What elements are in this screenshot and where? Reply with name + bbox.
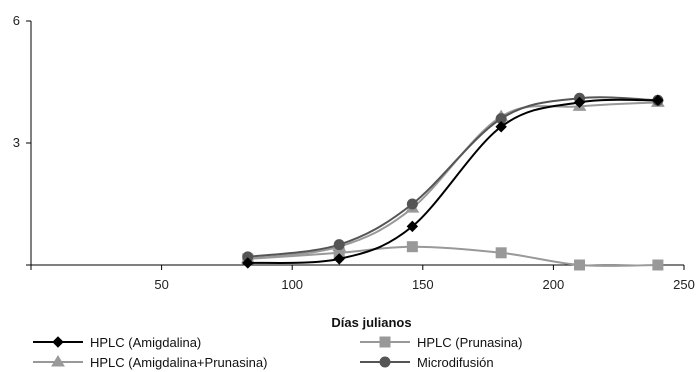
legend-label: HPLC (Amigdalina+Prunasina) xyxy=(90,355,267,370)
legend-marker xyxy=(51,355,65,367)
data-point xyxy=(406,198,418,210)
series-4 xyxy=(242,92,664,263)
data-point xyxy=(242,257,254,269)
data-point xyxy=(652,94,664,107)
data-point xyxy=(406,220,419,233)
data-point xyxy=(574,259,586,271)
legend-item: Microdifusión xyxy=(360,355,494,370)
series xyxy=(240,92,665,271)
legend: HPLC (Amigdalina) HPLC (Prunasina) HPLC (A… xyxy=(33,335,523,370)
y-tick-label: 3 xyxy=(13,135,20,150)
ticks: 3 6 50 100 150 200 250 xyxy=(13,13,695,292)
x-tick-label: 150 xyxy=(412,277,434,292)
series-1 xyxy=(242,94,664,269)
legend-marker xyxy=(379,336,391,348)
data-point xyxy=(652,259,664,271)
x-tick-label: 200 xyxy=(543,277,565,292)
x-axis-title: Días julianos xyxy=(331,315,411,330)
legend-marker xyxy=(379,356,391,368)
legend-item: HPLC (Amigdalina+Prunasina) xyxy=(33,355,267,370)
axes xyxy=(30,21,684,266)
data-point xyxy=(333,253,345,265)
legend-marker xyxy=(52,336,64,348)
series-2 xyxy=(242,241,664,271)
x-tick-label: 100 xyxy=(281,277,303,292)
data-point xyxy=(495,121,507,133)
data-point xyxy=(573,96,586,109)
legend-label: Microdifusión xyxy=(417,355,494,370)
legend-item: HPLC (Amigdalina) xyxy=(33,335,201,350)
series-line xyxy=(247,98,658,264)
y-tick-label: 6 xyxy=(13,13,20,28)
series-line xyxy=(247,96,658,258)
legend-label: HPLC (Prunasina) xyxy=(417,335,523,350)
legend-label: HPLC (Amigdalina) xyxy=(90,335,201,350)
data-point xyxy=(495,247,507,259)
x-tick-label: 250 xyxy=(673,277,695,292)
x-tick-label: 50 xyxy=(154,277,168,292)
data-point xyxy=(333,239,345,251)
legend-item: HPLC (Prunasina) xyxy=(360,335,523,350)
data-point xyxy=(406,241,418,253)
